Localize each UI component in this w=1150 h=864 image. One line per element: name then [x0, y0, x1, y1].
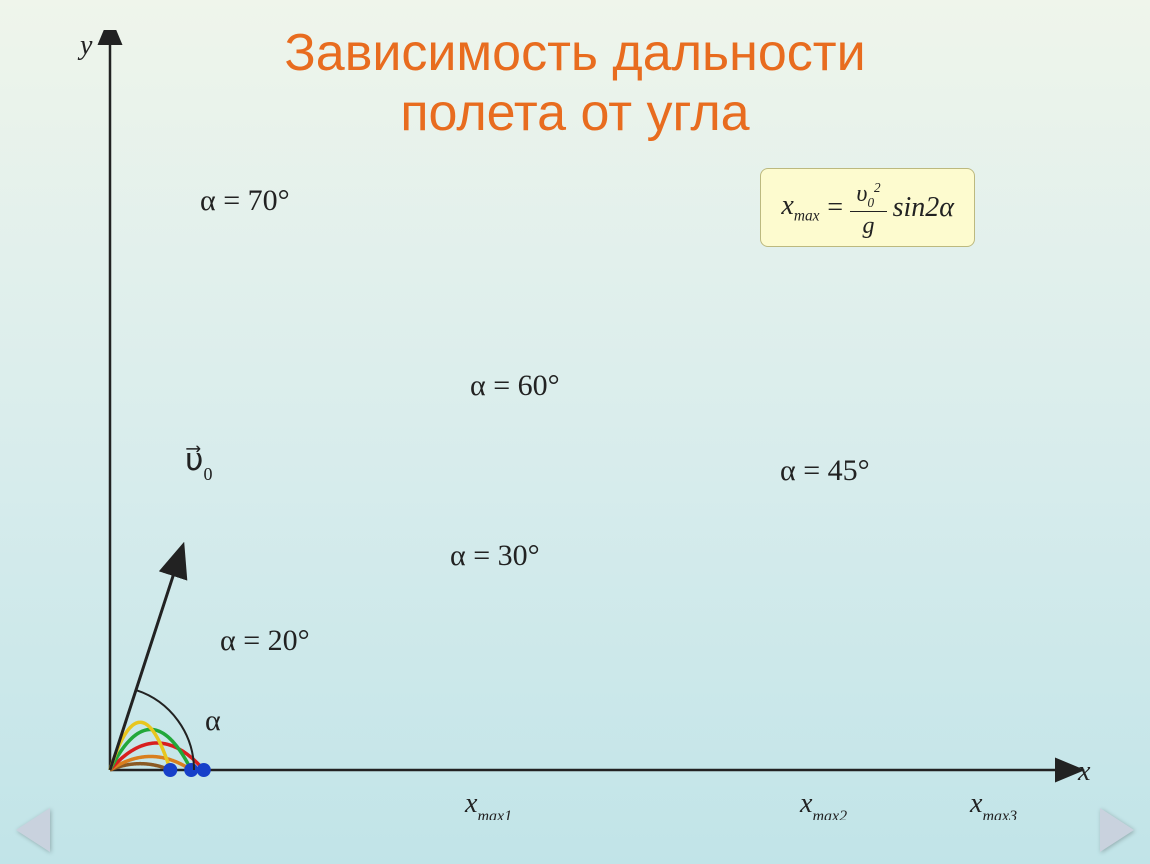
- curve-label-45: α = 45°: [780, 454, 870, 487]
- curve-label-20: α = 20°: [220, 624, 310, 657]
- curve-label-60: α = 60°: [470, 369, 560, 402]
- v0-vector: [110, 570, 175, 770]
- y-axis-label: y: [77, 30, 93, 61]
- alpha-label: α: [205, 704, 221, 737]
- landing-dot-45: [197, 763, 211, 777]
- curve-label-70: α = 70°: [200, 184, 290, 217]
- landing-dot-60: [184, 763, 198, 777]
- x-tick-label-3: xmax3: [969, 788, 1017, 820]
- x-axis-label: x: [1077, 756, 1091, 787]
- curve-label-30: α = 30°: [450, 539, 540, 572]
- prev-slide-button[interactable]: [16, 808, 50, 852]
- landing-dot-70: [163, 763, 177, 777]
- x-tick-label-1: xmax1: [464, 788, 512, 820]
- v0-label: υ⃗0: [185, 441, 213, 484]
- next-slide-button[interactable]: [1100, 808, 1134, 852]
- trajectory-chart: α = 20° α = 30° α = 45° α = 60° α = 70° υ⃗0 α x…: [50, 30, 1110, 820]
- x-tick-label-2: xmax2: [799, 788, 847, 820]
